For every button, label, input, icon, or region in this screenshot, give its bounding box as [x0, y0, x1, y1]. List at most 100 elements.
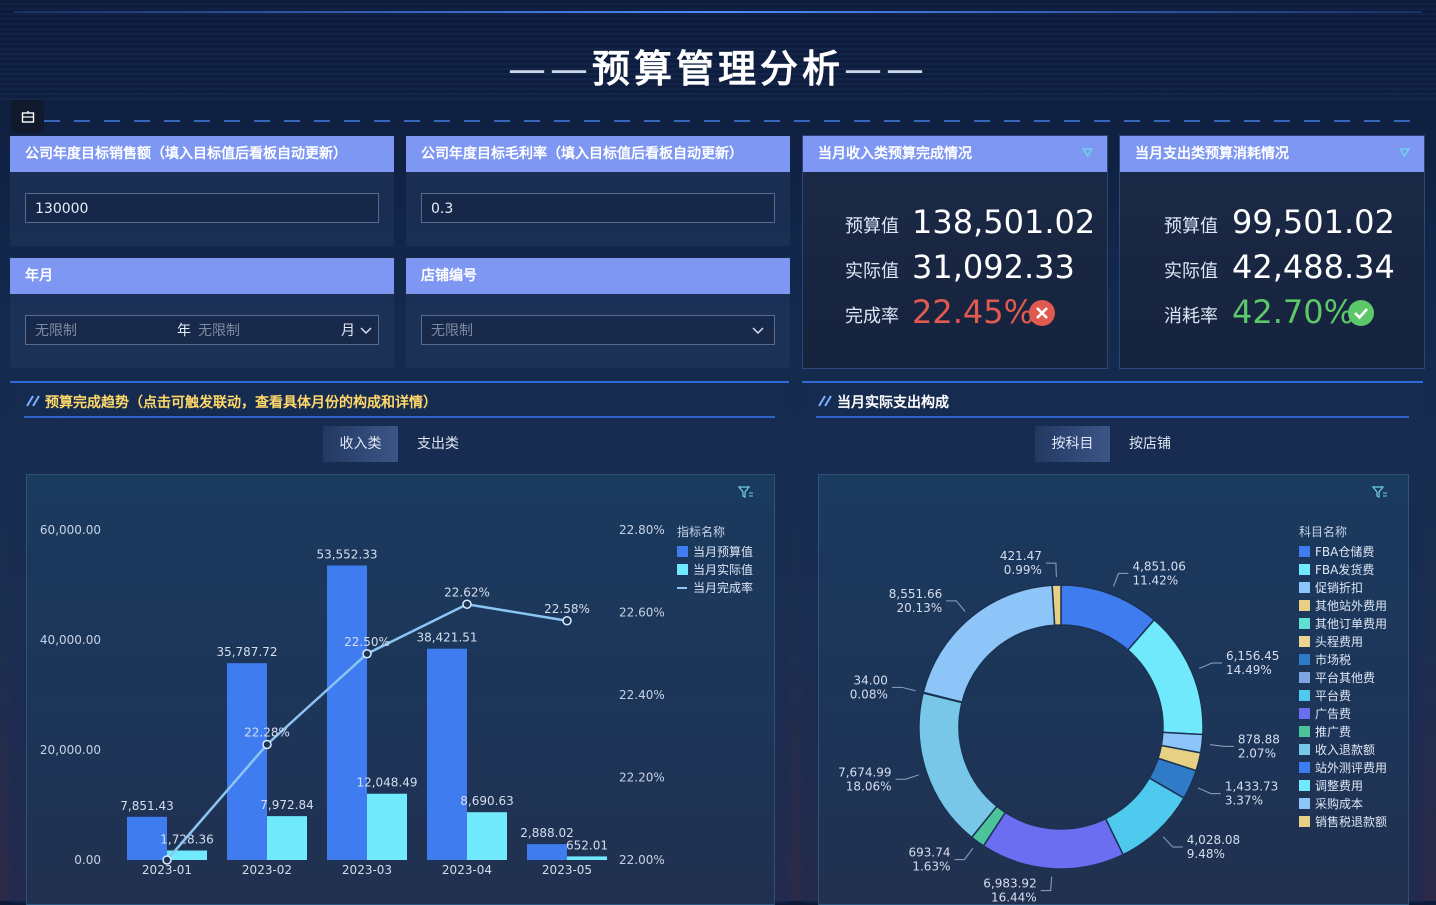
y-right-tick-label: 22.20% — [619, 771, 665, 785]
slash-decor-icon — [26, 395, 40, 407]
legend-label: 头程费用 — [1315, 634, 1363, 649]
year-month-label: 年月 — [10, 258, 394, 294]
legend-label: 平台其他费 — [1315, 670, 1375, 685]
legend-swatch — [1299, 798, 1310, 809]
slice-percent-label: 14.49% — [1226, 663, 1272, 677]
bar-value-label: 2,888.02 — [520, 826, 573, 840]
slice-percent-label: 9.48% — [1187, 847, 1225, 861]
sales-target-panel: 公司年度目标销售额（填入目标值后看板自动更新） 130000 — [10, 136, 394, 246]
y-right-tick-label: 22.40% — [619, 688, 665, 702]
expense-budget-label: 预算值 — [1164, 216, 1218, 237]
bar-value-label: 1,728.36 — [160, 832, 213, 846]
bar-budget — [127, 816, 167, 860]
composition-title-underline — [816, 416, 1409, 418]
legend-swatch — [1299, 780, 1310, 791]
y-left-tick-label: 40,000.00 — [40, 633, 101, 647]
legend-label: 其他站外费用 — [1315, 599, 1387, 613]
month-unit: 月 — [341, 323, 355, 339]
legend-swatch — [1299, 672, 1310, 683]
chevron-down-icon — [752, 327, 764, 334]
legend-label: 销售税退款额 — [1315, 814, 1387, 829]
filter-icon[interactable] — [738, 485, 754, 499]
filter-icon[interactable] — [1372, 485, 1388, 499]
legend-label: 收入退款额 — [1315, 743, 1375, 757]
donut-slice — [1126, 618, 1204, 736]
bar-value-label: 7,851.43 — [120, 799, 173, 813]
income-budget-value: 138,501.02 — [912, 203, 1096, 241]
slice-leader-line — [891, 686, 916, 692]
legend-swatch — [677, 564, 688, 575]
slice-value-label: 8,551.66 — [889, 587, 942, 601]
donut-slice — [922, 584, 1056, 703]
income-actual-label: 实际值 — [845, 261, 899, 282]
check-circle-icon — [1348, 300, 1374, 326]
slice-leader-line — [954, 847, 974, 861]
kpi-income-card: 当月收入类预算完成情况 ⛛ 预算值 138,501.02 实际值 31,092.… — [802, 135, 1108, 369]
rate-point — [262, 739, 272, 750]
slice-value-label: 7,674.99 — [838, 765, 891, 779]
legend-swatch — [1299, 816, 1310, 827]
bar-actual — [367, 793, 407, 860]
slice-value-label: 6,156.45 — [1226, 649, 1279, 663]
store-panel: 店铺编号 无限制 — [406, 258, 790, 368]
tab-expense[interactable]: 支出类 — [417, 436, 459, 452]
legend-label: 当月预算值 — [693, 544, 753, 559]
bar-actual — [267, 816, 307, 860]
rate-value-label: 22.50% — [344, 635, 390, 649]
trend-title-underline — [24, 416, 775, 418]
donut-slice — [1051, 584, 1062, 626]
legend-label: 推广费 — [1315, 725, 1351, 739]
legend-label: 市场税 — [1315, 652, 1351, 667]
filter-icon[interactable]: ⛛ — [1399, 146, 1410, 161]
expense-budget-value: 99,501.02 — [1232, 203, 1395, 241]
legend-swatch — [1299, 690, 1310, 701]
margin-target-label: 公司年度目标毛利率（填入目标值后看板自动更新） — [406, 136, 790, 172]
bar-value-label: 652.01 — [566, 838, 608, 852]
bar-actual — [467, 812, 507, 860]
legend-label: 调整费用 — [1315, 778, 1363, 793]
bar-value-label: 7,972.84 — [260, 798, 313, 812]
trend-section: 预算完成趋势（点击可触发联动，查看具体月份的构成和详情） 收入类 支出类 0.0… — [10, 381, 789, 905]
store-select[interactable]: 无限制 — [421, 315, 775, 345]
tab-by-subject[interactable]: 按科目 — [1035, 426, 1110, 462]
kpi-expense-title: 当月支出类预算消耗情况 — [1135, 146, 1289, 162]
slice-value-label: 1,433.73 — [1225, 780, 1278, 794]
tab-income[interactable]: 收入类 — [323, 426, 398, 462]
bar-budget — [327, 565, 367, 860]
chevron-down-icon — [360, 327, 372, 334]
expense-actual-value: 42,488.34 — [1232, 248, 1395, 286]
tab-by-store[interactable]: 按店铺 — [1129, 436, 1171, 452]
trend-title: 预算完成趋势（点击可触发联动，查看具体月份的构成和详情） — [45, 395, 437, 411]
donut-slice — [982, 811, 1125, 870]
slice-value-label: 693.74 — [908, 846, 950, 860]
legend-swatch — [1299, 618, 1310, 629]
margin-target-input[interactable]: 0.3 — [421, 193, 775, 223]
header-band — [0, 0, 1436, 100]
rate-point — [362, 649, 372, 659]
slice-leader-line — [1162, 836, 1183, 848]
legend-label: 广告费 — [1315, 707, 1351, 721]
filter-icon[interactable]: ⛛ — [1082, 146, 1093, 161]
slice-value-label: 6,983.92 — [983, 877, 1036, 891]
slice-percent-label: 3.37% — [1225, 794, 1263, 808]
year-month-picker[interactable]: 无限制 年 无限制 月 — [25, 315, 379, 345]
legend-swatch — [1299, 582, 1310, 593]
legend-label: 站外测评费用 — [1315, 761, 1387, 775]
kpi-income-title: 当月收入类预算完成情况 — [818, 146, 972, 162]
legend-label: 平台费 — [1315, 688, 1351, 703]
x-tick-label: 2023-02 — [242, 863, 292, 877]
slice-percent-label: 16.44% — [991, 891, 1037, 904]
expense-rate-label: 消耗率 — [1164, 306, 1218, 327]
slice-leader-line — [1045, 562, 1057, 578]
y-right-tick-label: 22.60% — [619, 606, 665, 620]
page-title: ——预算管理分析—— — [507, 47, 928, 91]
income-budget-label: 预算值 — [845, 216, 899, 237]
header-dash-line — [14, 120, 1422, 122]
legend-swatch — [1299, 564, 1310, 575]
trend-chart[interactable]: 0.00 20,000.00 40,000.00 60,000.00 22.00% 22.… — [27, 475, 774, 904]
composition-chart-box: 4,851.06 11.42% 6,156.45 14.49% 878.88 2.07% 1… — [818, 474, 1409, 905]
sales-target-input[interactable]: 130000 — [25, 193, 379, 223]
rate-point — [562, 616, 572, 626]
calendar-grid-icon[interactable] — [11, 100, 44, 133]
